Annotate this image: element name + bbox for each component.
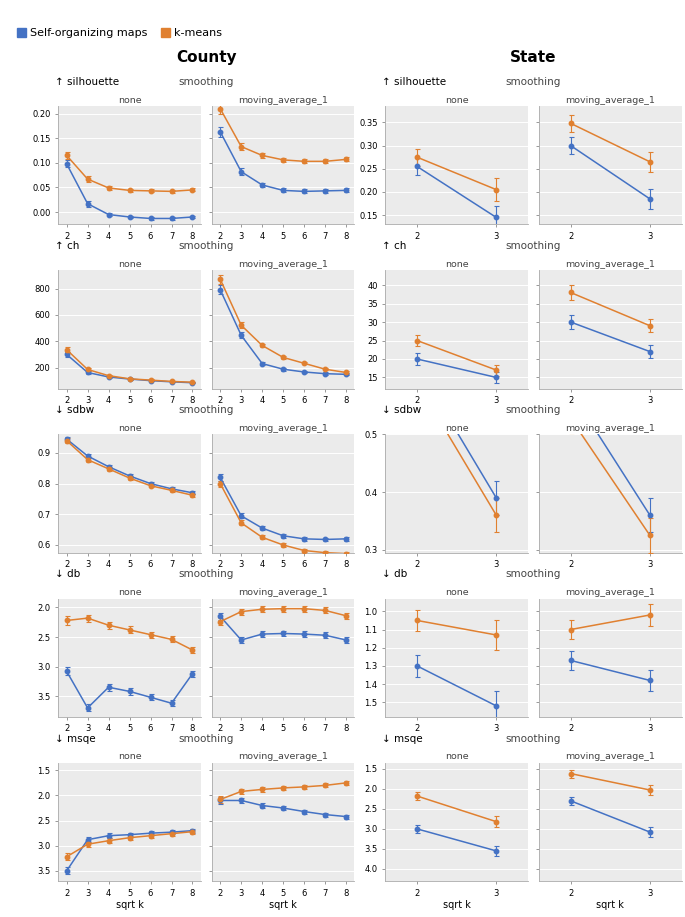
Title: none: none	[445, 588, 469, 597]
Title: none: none	[445, 260, 469, 269]
Text: smoothing: smoothing	[506, 241, 561, 251]
Title: none: none	[445, 424, 469, 433]
Text: ↓ msqe: ↓ msqe	[382, 734, 423, 744]
Title: moving_average_1: moving_average_1	[565, 752, 655, 761]
Text: ↑ silhouette: ↑ silhouette	[55, 77, 119, 87]
Title: none: none	[118, 424, 141, 433]
Text: smoothing: smoothing	[506, 734, 561, 744]
Text: County: County	[176, 50, 237, 65]
Title: moving_average_1: moving_average_1	[565, 95, 655, 105]
Title: none: none	[445, 752, 469, 761]
Text: ↑ ch: ↑ ch	[55, 241, 79, 251]
Title: moving_average_1: moving_average_1	[565, 588, 655, 597]
Text: smoothing: smoothing	[179, 77, 234, 87]
Title: moving_average_1: moving_average_1	[238, 752, 328, 761]
Title: moving_average_1: moving_average_1	[238, 95, 328, 105]
Text: smoothing: smoothing	[506, 405, 561, 415]
Text: ↓ msqe: ↓ msqe	[55, 734, 95, 744]
Title: moving_average_1: moving_average_1	[238, 260, 328, 269]
Legend: 	[12, 24, 21, 33]
Text: ↓ sdbw: ↓ sdbw	[55, 405, 94, 415]
Legend: Self-organizing maps, k-means: Self-organizing maps, k-means	[12, 24, 227, 43]
Text: smoothing: smoothing	[179, 241, 234, 251]
Text: ↑ ch: ↑ ch	[382, 241, 406, 251]
Text: smoothing: smoothing	[179, 405, 234, 415]
Title: none: none	[118, 752, 141, 761]
Text: smoothing: smoothing	[179, 734, 234, 744]
Title: moving_average_1: moving_average_1	[565, 424, 655, 433]
Title: none: none	[118, 95, 141, 105]
Title: none: none	[118, 588, 141, 597]
Text: ↓ sdbw: ↓ sdbw	[382, 405, 421, 415]
Title: moving_average_1: moving_average_1	[238, 588, 328, 597]
Text: State: State	[510, 50, 557, 65]
X-axis label: sqrt k: sqrt k	[597, 900, 624, 910]
Text: ↓ db: ↓ db	[55, 569, 80, 580]
Title: none: none	[118, 260, 141, 269]
Title: moving_average_1: moving_average_1	[565, 260, 655, 269]
Title: none: none	[445, 95, 469, 105]
Text: smoothing: smoothing	[179, 569, 234, 580]
X-axis label: sqrt k: sqrt k	[269, 900, 297, 910]
Text: ↓ db: ↓ db	[382, 569, 407, 580]
X-axis label: sqrt k: sqrt k	[116, 900, 143, 910]
Text: ↑ silhouette: ↑ silhouette	[382, 77, 446, 87]
Text: smoothing: smoothing	[506, 569, 561, 580]
Title: moving_average_1: moving_average_1	[238, 424, 328, 433]
Text: smoothing: smoothing	[506, 77, 561, 87]
X-axis label: sqrt k: sqrt k	[443, 900, 471, 910]
